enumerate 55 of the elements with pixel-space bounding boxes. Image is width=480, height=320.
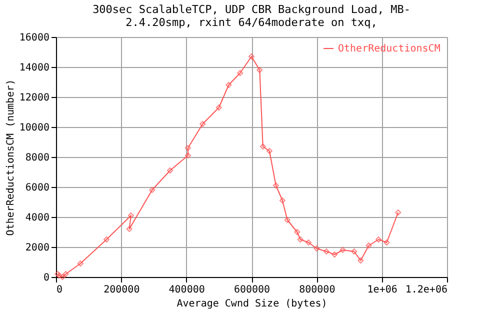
point	[184, 145, 191, 151]
x-tick-label: 800000	[299, 284, 336, 296]
point	[226, 82, 232, 88]
point	[60, 274, 66, 280]
point	[297, 236, 304, 242]
point	[332, 252, 338, 258]
point	[216, 104, 222, 110]
y-axis-title: OtherReductionsCM (number)	[5, 79, 16, 236]
text: 300sec ScalableTCP, UDP CBR Background Load, MB-	[92, 3, 410, 16]
point	[248, 54, 254, 60]
x-tick-label: 200000	[104, 284, 140, 296]
point	[384, 240, 390, 246]
y-tick-label: 6000	[25, 182, 50, 194]
point	[149, 187, 156, 193]
point	[340, 247, 346, 253]
x-tick-label: 1e+06	[367, 284, 398, 296]
y-tick-label: 14000	[19, 62, 50, 74]
point	[294, 229, 300, 235]
point	[376, 236, 382, 242]
point	[284, 217, 290, 223]
point	[272, 182, 279, 188]
y-tick-label: 2000	[25, 242, 50, 254]
x-tick-label: 400000	[168, 284, 205, 296]
x-tick-label: 600000	[234, 284, 270, 296]
point	[366, 242, 372, 248]
text: 2.4.20smp, rxint 64/64moderate on txq,	[126, 16, 378, 29]
point	[266, 148, 272, 154]
y-tick-label: 10000	[19, 122, 50, 134]
point	[256, 67, 263, 73]
point	[128, 212, 134, 218]
y-tick-label: 4000	[25, 212, 50, 224]
y-tick-label: 0	[43, 272, 50, 284]
point	[62, 271, 69, 277]
point	[279, 198, 286, 204]
point	[314, 246, 320, 252]
point	[395, 210, 402, 216]
point	[351, 248, 358, 254]
point	[358, 258, 364, 264]
point	[323, 248, 330, 254]
point	[126, 226, 132, 232]
point	[306, 240, 312, 246]
x-axis-title: Average Cwnd Size (bytes)	[176, 298, 328, 310]
point	[104, 236, 110, 242]
y-tick-label: 16000	[19, 32, 50, 44]
legend-label: OtherReductionsCM	[338, 44, 440, 54]
point	[200, 121, 206, 127]
y-tick-label: 12000	[19, 92, 50, 104]
point	[237, 70, 244, 76]
x-tick-label: 1.2e+06	[405, 284, 448, 296]
point	[260, 144, 266, 150]
x-tick-label: 0	[56, 284, 63, 296]
point	[167, 168, 174, 174]
point	[77, 260, 84, 266]
y-tick-label: 8000	[25, 152, 50, 164]
point	[184, 152, 191, 158]
